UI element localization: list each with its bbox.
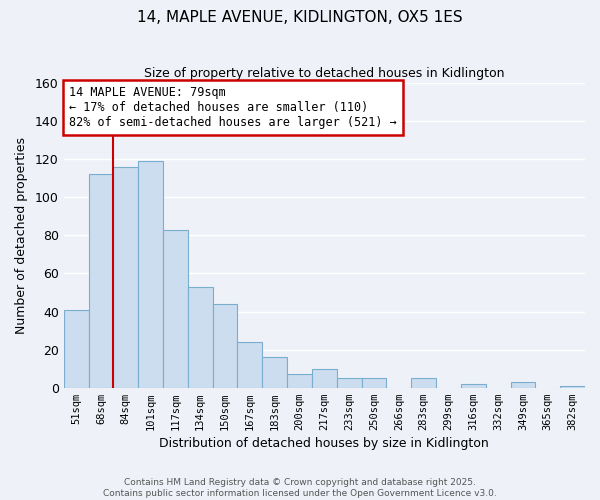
Bar <box>238 342 262 388</box>
Bar <box>287 374 312 388</box>
Bar <box>89 174 113 388</box>
Title: Size of property relative to detached houses in Kidlington: Size of property relative to detached ho… <box>144 68 505 80</box>
Bar <box>312 368 337 388</box>
Bar <box>337 378 362 388</box>
Bar <box>64 310 89 388</box>
Bar <box>461 384 486 388</box>
Bar <box>138 161 163 388</box>
Bar <box>113 167 138 388</box>
Text: 14 MAPLE AVENUE: 79sqm
← 17% of detached houses are smaller (110)
82% of semi-de: 14 MAPLE AVENUE: 79sqm ← 17% of detached… <box>69 86 397 129</box>
Text: 14, MAPLE AVENUE, KIDLINGTON, OX5 1ES: 14, MAPLE AVENUE, KIDLINGTON, OX5 1ES <box>137 10 463 25</box>
Bar <box>411 378 436 388</box>
Bar <box>188 287 212 388</box>
Bar <box>362 378 386 388</box>
Bar <box>163 230 188 388</box>
X-axis label: Distribution of detached houses by size in Kidlington: Distribution of detached houses by size … <box>160 437 489 450</box>
Y-axis label: Number of detached properties: Number of detached properties <box>15 137 28 334</box>
Bar <box>511 382 535 388</box>
Text: Contains HM Land Registry data © Crown copyright and database right 2025.
Contai: Contains HM Land Registry data © Crown c… <box>103 478 497 498</box>
Bar <box>560 386 585 388</box>
Bar <box>212 304 238 388</box>
Bar <box>262 357 287 388</box>
